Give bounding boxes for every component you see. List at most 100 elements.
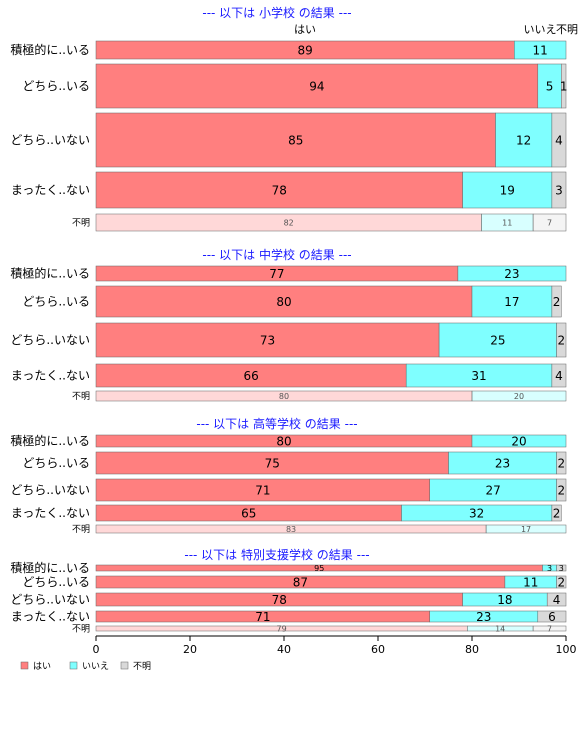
category-label: 不明 bbox=[72, 524, 90, 535]
data-label: 4 bbox=[555, 133, 563, 147]
data-label: 89 bbox=[298, 43, 313, 57]
data-label: 66 bbox=[243, 369, 258, 383]
legend-label: はい bbox=[33, 661, 51, 672]
data-label: 80 bbox=[276, 295, 291, 309]
x-tick-label: 0 bbox=[93, 643, 100, 656]
category-label: 不明 bbox=[72, 391, 90, 402]
data-label: 2 bbox=[557, 575, 565, 589]
category-label: どちら..いない bbox=[10, 333, 90, 347]
category-label: どちら..いる bbox=[22, 456, 90, 470]
data-label: 19 bbox=[500, 183, 515, 197]
data-label: 65 bbox=[241, 506, 256, 520]
data-label: 25 bbox=[490, 333, 505, 347]
data-label: 79 bbox=[277, 624, 287, 633]
data-label: 82 bbox=[284, 218, 294, 227]
data-label: 71 bbox=[255, 483, 270, 497]
bar-segment bbox=[457, 265, 567, 282]
legend-swatch bbox=[69, 661, 78, 670]
data-label: 5 bbox=[546, 79, 554, 93]
data-label: 31 bbox=[471, 369, 486, 383]
data-label: 11 bbox=[502, 218, 512, 227]
data-label: 32 bbox=[469, 506, 484, 520]
data-label: 23 bbox=[504, 267, 519, 281]
bar-segment bbox=[532, 213, 567, 232]
data-label: 95 bbox=[314, 564, 324, 573]
data-label: 78 bbox=[272, 593, 287, 607]
bar-segment bbox=[532, 625, 567, 632]
data-label: 78 bbox=[272, 183, 287, 197]
bar-segment bbox=[95, 171, 463, 209]
data-label: 80 bbox=[276, 434, 291, 448]
data-label: 3 bbox=[555, 183, 563, 197]
legend-label: いいえ bbox=[82, 661, 109, 672]
bar-segment bbox=[95, 322, 440, 358]
bar-segment bbox=[485, 524, 567, 534]
data-label: 2 bbox=[553, 295, 561, 309]
category-label: どちら..いない bbox=[10, 483, 90, 497]
data-label: 4 bbox=[555, 369, 563, 383]
bar-segment bbox=[514, 40, 567, 60]
data-label: 77 bbox=[269, 267, 284, 281]
data-label: 12 bbox=[516, 133, 531, 147]
data-label: 11 bbox=[523, 575, 538, 589]
data-label: 14 bbox=[495, 624, 505, 633]
top-label: 不明 bbox=[556, 23, 578, 36]
data-label: 1 bbox=[560, 79, 568, 93]
panel-title: --- 以下は 小学校 の結果 --- bbox=[202, 5, 351, 20]
legend-swatch bbox=[20, 661, 29, 670]
bar-segment bbox=[561, 63, 567, 109]
bar-segment bbox=[556, 322, 567, 358]
top-label: はい bbox=[294, 23, 316, 36]
data-label: 71 bbox=[255, 610, 270, 624]
legend-label: 不明 bbox=[133, 661, 151, 672]
data-label: 2 bbox=[557, 333, 565, 347]
data-label: 7 bbox=[547, 218, 552, 227]
panel-title: --- 以下は 特別支援学校 の結果 --- bbox=[184, 547, 369, 562]
data-label: 7 bbox=[547, 624, 552, 633]
bar-segment bbox=[546, 592, 567, 607]
data-label: 75 bbox=[265, 456, 280, 470]
category-label: まったく..ない bbox=[11, 369, 90, 383]
category-label: どちら..いない bbox=[10, 593, 90, 607]
bar-segment bbox=[95, 285, 473, 318]
data-label: 2 bbox=[557, 456, 565, 470]
category-label: 積極的に..いる bbox=[10, 433, 90, 448]
data-label: 17 bbox=[504, 295, 519, 309]
data-label: 20 bbox=[514, 392, 524, 401]
bar-segment bbox=[95, 63, 539, 109]
category-label: 不明 bbox=[72, 218, 90, 229]
category-label: どちら..いる bbox=[22, 295, 90, 309]
data-label: 20 bbox=[511, 434, 526, 448]
data-label: 17 bbox=[521, 525, 531, 534]
bar-segment bbox=[438, 322, 557, 358]
bar-segment bbox=[556, 478, 567, 502]
x-tick-label: 60 bbox=[371, 643, 385, 656]
data-label: 80 bbox=[279, 392, 289, 401]
category-label: 積極的に..いる bbox=[10, 560, 90, 575]
x-tick-label: 100 bbox=[556, 643, 577, 656]
data-label: 2 bbox=[557, 483, 565, 497]
data-label: 6 bbox=[548, 610, 556, 624]
bar-segment bbox=[471, 434, 567, 448]
category-label: どちら..いる bbox=[22, 575, 90, 589]
bar-segment bbox=[551, 363, 567, 388]
bar-segment bbox=[462, 171, 553, 209]
data-label: 3 bbox=[559, 564, 564, 573]
bar-segment bbox=[537, 610, 567, 623]
top-label: いいえ bbox=[524, 23, 557, 36]
bar-segment bbox=[551, 112, 567, 168]
data-label: 27 bbox=[486, 483, 501, 497]
category-label: どちら..いる bbox=[22, 79, 90, 93]
data-label: 73 bbox=[260, 333, 275, 347]
bar-segment bbox=[551, 285, 562, 318]
category-label: まったく..ない bbox=[11, 183, 90, 197]
bar-segment bbox=[551, 171, 567, 209]
data-label: 3 bbox=[547, 564, 552, 573]
bar-segment bbox=[556, 451, 567, 475]
data-label: 83 bbox=[286, 525, 296, 534]
bar-segment bbox=[556, 575, 567, 589]
x-tick-label: 40 bbox=[277, 643, 291, 656]
data-label: 23 bbox=[495, 456, 510, 470]
data-label: 2 bbox=[553, 506, 561, 520]
data-label: 11 bbox=[533, 43, 548, 57]
